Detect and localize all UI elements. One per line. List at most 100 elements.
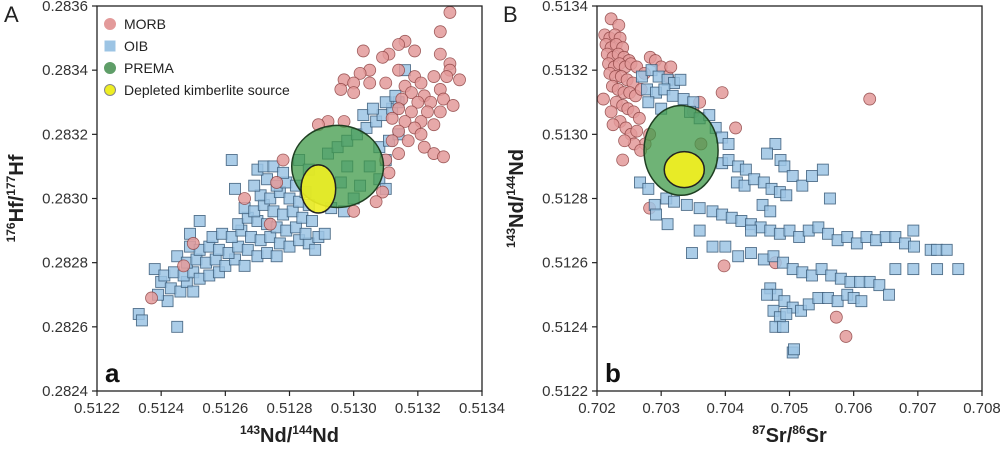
legend-item-prema: PREMA <box>104 60 174 76</box>
oib-point <box>193 215 206 227</box>
oib-point <box>769 138 782 150</box>
morb-point <box>347 86 361 100</box>
x-axis-title: 143Nd/144Nd <box>240 423 339 447</box>
oib-point <box>841 231 854 243</box>
oib-point <box>229 182 241 195</box>
morb-point <box>379 76 393 90</box>
oib-point <box>778 295 791 308</box>
morb-point <box>238 192 251 205</box>
oib-point <box>719 240 732 253</box>
legend-label-oib: OIB <box>124 38 148 54</box>
oib-point <box>777 256 790 269</box>
y-tick-label: 0.5130 <box>542 126 588 143</box>
oib-point <box>680 198 693 211</box>
x-axis-title-sup2: 86 <box>792 423 806 437</box>
x-axis-ticks: 0.702 0.703 0.704 0.705 0.706 0.707 0.708 <box>578 391 1000 417</box>
x-tick-label: 0.5122 <box>74 400 120 417</box>
oib-point <box>370 115 383 128</box>
oib-point <box>693 224 706 237</box>
morb-point <box>604 105 618 119</box>
oib-point <box>634 176 646 189</box>
morb-point <box>177 259 191 273</box>
oib-point <box>225 231 238 243</box>
morb-point <box>446 99 460 112</box>
oib-point <box>739 163 752 176</box>
morb-point <box>363 76 377 90</box>
y-axis-title: 176Hf/177Hf <box>4 154 28 242</box>
x-tick-label: 0.705 <box>771 400 809 417</box>
oib-point <box>248 179 261 192</box>
morb-point <box>356 44 370 58</box>
morb-point <box>392 63 405 77</box>
x-axis-title-part2: Sr <box>806 425 827 447</box>
oib-point <box>850 237 863 250</box>
morb-point <box>270 176 284 189</box>
morb-point <box>427 118 441 132</box>
oib-point <box>757 176 770 189</box>
y-tick-label: 0.2826 <box>42 319 88 336</box>
oib-point <box>940 243 953 256</box>
kimberlite-source-ellipse <box>300 164 337 214</box>
oib-point <box>873 279 886 292</box>
morb-point <box>414 127 428 141</box>
oib-point <box>788 343 800 356</box>
x-tick-label: 0.5134 <box>459 400 505 417</box>
morb-point <box>618 134 631 148</box>
x-tick-label: 0.704 <box>707 400 745 417</box>
oib-point <box>780 308 793 320</box>
oib-point <box>907 224 920 237</box>
morb-point <box>597 92 610 106</box>
oib-point <box>635 70 648 83</box>
morb-point <box>715 86 729 100</box>
morb-point <box>263 217 277 231</box>
oib-point <box>674 73 687 86</box>
oib-point <box>283 240 296 253</box>
morb-point <box>376 185 389 199</box>
morb-point <box>440 70 454 83</box>
ellipse-regions <box>643 104 719 197</box>
legend-label-kimberlite: Depleted kimberlite source <box>124 82 290 98</box>
morb-point <box>405 105 418 119</box>
oib-point <box>171 250 184 263</box>
morb-point <box>453 73 466 87</box>
morb-point <box>433 47 447 61</box>
panel-tag: a <box>105 358 120 388</box>
morb-point <box>829 310 843 324</box>
oib-point <box>264 231 277 243</box>
oib-point <box>908 240 920 253</box>
oib-point <box>952 263 965 276</box>
morb-point <box>616 153 630 167</box>
legend-item-oib: OIB <box>104 38 148 54</box>
legend: MORB OIB PREMA Depleted kimberlite sourc… <box>104 16 290 98</box>
morb-point <box>392 38 405 51</box>
y-axis-title-part1: Hf/ <box>6 195 28 222</box>
morb-point <box>334 83 348 96</box>
y-tick-label: 0.2834 <box>42 62 88 79</box>
y-tick-label: 0.2828 <box>42 255 88 272</box>
y-axis-title-sup1: 176 <box>4 222 18 242</box>
x-tick-label: 0.702 <box>578 400 616 417</box>
oib-point <box>232 218 245 231</box>
x-tick-label: 0.706 <box>835 400 873 417</box>
y-tick-label: 0.5132 <box>542 62 588 79</box>
oib-point <box>745 247 757 259</box>
oib-point <box>668 195 680 208</box>
y-axis-title-part1: Nd/ <box>506 195 528 228</box>
oib-point <box>767 304 780 317</box>
oib-point <box>738 179 751 192</box>
morb-point <box>427 70 441 83</box>
x-axis-ticks: 0.5122 0.5124 0.5126 0.5128 0.5130 0.5132 0.51… <box>74 391 505 417</box>
oib-point <box>379 96 392 109</box>
morb-point <box>729 121 742 135</box>
oib-point <box>318 227 331 240</box>
oib-point <box>764 205 777 218</box>
oib-point <box>264 192 277 205</box>
y-tick-label: 0.5124 <box>542 319 588 336</box>
y-axis-title-part2: Nd <box>506 149 528 176</box>
panel-letter: B <box>503 2 518 27</box>
morb-point <box>385 111 399 125</box>
legend-item-morb: MORB <box>104 16 166 32</box>
x-tick-label: 0.5126 <box>202 400 248 417</box>
x-axis-title-part2: Nd <box>312 425 339 447</box>
